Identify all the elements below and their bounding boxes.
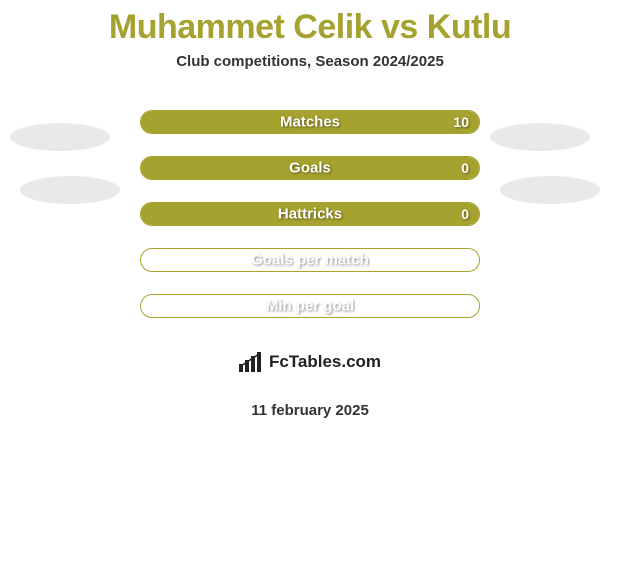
- stat-bar-label: Goals: [289, 160, 331, 177]
- datestamp: 11 february 2025: [0, 402, 620, 419]
- brand-text: FcTables.com: [269, 352, 381, 372]
- stat-bar-row: Min per goal: [140, 294, 480, 318]
- player-oval-right-1: [490, 123, 590, 151]
- stat-bar-label: Hattricks: [278, 206, 342, 223]
- stat-bar-row: Goals 0: [140, 156, 480, 180]
- stat-bar-label: Goals per match: [251, 252, 369, 269]
- stat-bars: Matches 10 Goals 0 Hattricks 0 Goals per match…: [140, 110, 480, 318]
- stat-bar-row: Matches 10: [140, 110, 480, 134]
- brand-box: FcTables.com: [202, 340, 418, 384]
- stat-bar-label: Min per goal: [266, 298, 354, 315]
- page-subtitle: Club competitions, Season 2024/2025: [0, 53, 620, 70]
- brand-chart-icon: [239, 352, 263, 372]
- stat-bar-value-right: 10: [453, 114, 469, 130]
- stat-bar-label: Matches: [280, 114, 340, 131]
- stat-bar-row: Goals per match: [140, 248, 480, 272]
- stat-bar-value-right: 0: [461, 206, 469, 222]
- player-oval-left-1: [10, 123, 110, 151]
- page-title: Muhammet Celik vs Kutlu: [0, 0, 620, 47]
- stat-bar-value-right: 0: [461, 160, 469, 176]
- infographic-canvas: Muhammet Celik vs Kutlu Club competition…: [0, 0, 620, 580]
- player-oval-left-2: [20, 176, 120, 204]
- stat-bar-row: Hattricks 0: [140, 202, 480, 226]
- player-oval-right-2: [500, 176, 600, 204]
